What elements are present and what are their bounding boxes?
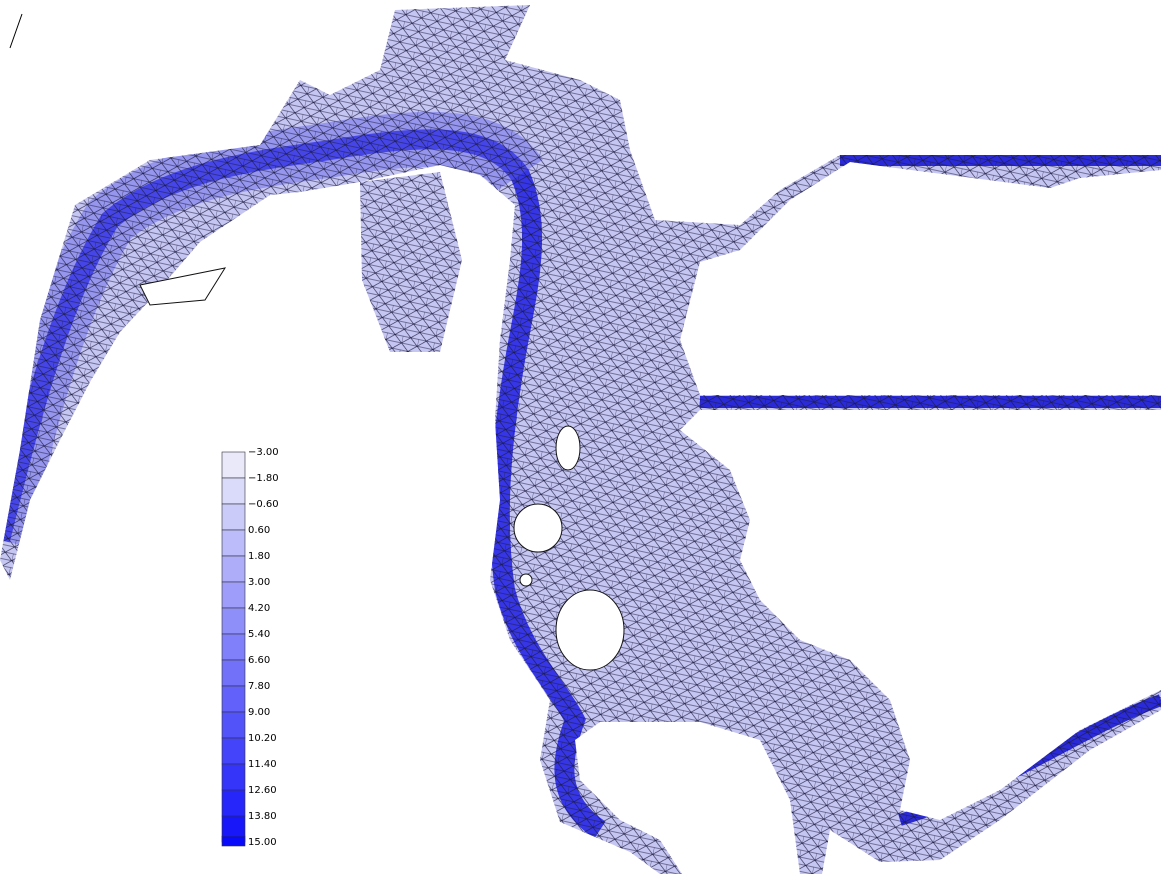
legend-label: 5.40 bbox=[248, 629, 270, 640]
legend-label: 6.60 bbox=[248, 655, 270, 666]
mesh-map: −3.00 −1.80 −0.60 0.60 1.80 3.00 4.20 5.40 6.60 7… bbox=[0, 0, 1161, 874]
legend-swatch bbox=[222, 712, 245, 738]
legend-label: 10.20 bbox=[248, 733, 277, 744]
legend-swatch bbox=[222, 530, 245, 556]
legend-label: −3.00 bbox=[248, 447, 279, 458]
island bbox=[514, 504, 562, 552]
legend-label: 15.00 bbox=[248, 837, 277, 848]
island bbox=[556, 590, 624, 670]
legend-label: 13.80 bbox=[248, 811, 277, 822]
legend-swatch bbox=[222, 452, 245, 478]
legend-swatch bbox=[222, 478, 245, 504]
legend-label: 7.80 bbox=[248, 681, 270, 692]
water-body bbox=[0, 0, 1161, 874]
legend-swatch bbox=[222, 608, 245, 634]
island bbox=[520, 574, 532, 586]
legend-swatch bbox=[222, 764, 245, 790]
legend-label: 3.00 bbox=[248, 577, 270, 588]
legend-swatch bbox=[222, 634, 245, 660]
legend-swatch bbox=[222, 504, 245, 530]
legend: −3.00 −1.80 −0.60 0.60 1.80 3.00 4.20 5.40 6.60 7… bbox=[222, 447, 279, 848]
edge-mark bbox=[10, 14, 22, 48]
legend-swatch bbox=[222, 556, 245, 582]
legend-label: −1.80 bbox=[248, 473, 279, 484]
legend-label: −0.60 bbox=[248, 499, 279, 510]
legend-swatch bbox=[222, 660, 245, 686]
legend-swatch bbox=[222, 582, 245, 608]
legend-swatch bbox=[222, 836, 245, 846]
legend-swatch bbox=[222, 738, 245, 764]
legend-label: 11.40 bbox=[248, 759, 277, 770]
legend-label: 1.80 bbox=[248, 551, 270, 562]
legend-label: 0.60 bbox=[248, 525, 270, 536]
legend-label: 12.60 bbox=[248, 785, 277, 796]
legend-label: 9.00 bbox=[248, 707, 270, 718]
legend-swatch bbox=[222, 686, 245, 712]
legend-label: 4.20 bbox=[248, 603, 270, 614]
island bbox=[556, 426, 580, 470]
mesh-grid bbox=[0, 0, 1161, 874]
legend-swatch bbox=[222, 790, 245, 816]
